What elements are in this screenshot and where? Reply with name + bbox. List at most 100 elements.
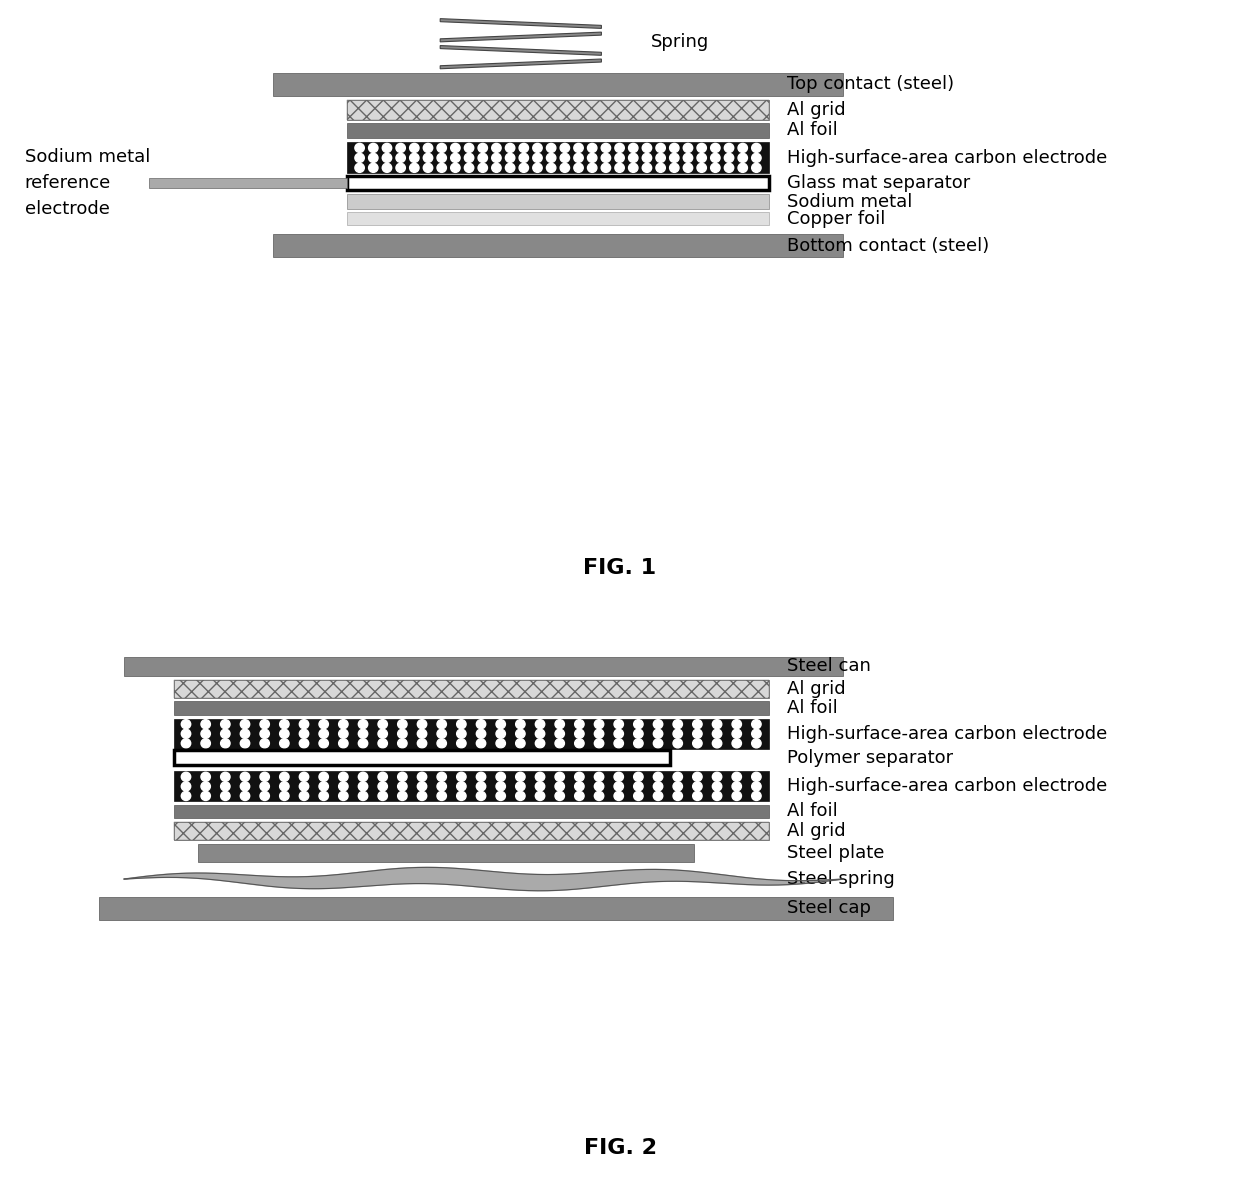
- Circle shape: [418, 720, 427, 728]
- Circle shape: [339, 720, 348, 728]
- Circle shape: [533, 164, 542, 172]
- Circle shape: [594, 730, 604, 738]
- Bar: [347, 123, 769, 138]
- Text: FIG. 1: FIG. 1: [584, 559, 656, 578]
- Circle shape: [516, 782, 525, 791]
- Circle shape: [241, 720, 249, 728]
- Bar: [347, 100, 769, 120]
- Circle shape: [751, 792, 761, 800]
- Circle shape: [319, 730, 329, 738]
- Circle shape: [614, 730, 624, 738]
- Circle shape: [476, 739, 486, 748]
- Circle shape: [319, 782, 329, 791]
- Circle shape: [201, 720, 211, 728]
- Circle shape: [506, 144, 515, 152]
- Text: Al grid: Al grid: [787, 100, 846, 118]
- Circle shape: [656, 153, 666, 163]
- Circle shape: [260, 782, 269, 791]
- Text: FIG. 2: FIG. 2: [584, 1139, 656, 1158]
- Circle shape: [464, 144, 474, 152]
- Circle shape: [492, 153, 501, 163]
- Circle shape: [693, 739, 702, 748]
- Circle shape: [601, 164, 610, 172]
- Circle shape: [520, 144, 528, 152]
- Circle shape: [732, 720, 742, 728]
- Circle shape: [588, 164, 596, 172]
- Circle shape: [339, 773, 348, 781]
- Text: Sodium metal: Sodium metal: [787, 193, 913, 210]
- Circle shape: [241, 773, 249, 781]
- Circle shape: [673, 739, 682, 748]
- Circle shape: [423, 144, 433, 152]
- Circle shape: [382, 164, 392, 172]
- Circle shape: [260, 720, 269, 728]
- Polygon shape: [440, 45, 601, 55]
- Circle shape: [601, 144, 610, 152]
- Circle shape: [533, 144, 542, 152]
- Circle shape: [547, 164, 556, 172]
- Circle shape: [396, 164, 405, 172]
- Circle shape: [516, 773, 525, 781]
- Circle shape: [201, 739, 211, 748]
- Circle shape: [358, 720, 368, 728]
- Circle shape: [556, 782, 564, 791]
- Circle shape: [614, 739, 624, 748]
- Circle shape: [221, 773, 231, 781]
- Circle shape: [436, 730, 446, 738]
- Circle shape: [358, 739, 368, 748]
- Circle shape: [516, 739, 525, 748]
- Circle shape: [594, 773, 604, 781]
- Circle shape: [201, 773, 211, 781]
- Circle shape: [536, 792, 544, 800]
- Circle shape: [319, 792, 329, 800]
- Text: Sodium metal: Sodium metal: [25, 147, 150, 166]
- Circle shape: [614, 773, 624, 781]
- Circle shape: [398, 773, 407, 781]
- Circle shape: [556, 730, 564, 738]
- Circle shape: [339, 782, 348, 791]
- Circle shape: [614, 782, 624, 791]
- Circle shape: [378, 773, 387, 781]
- Circle shape: [574, 144, 583, 152]
- Circle shape: [533, 153, 542, 163]
- Circle shape: [556, 792, 564, 800]
- Circle shape: [496, 730, 506, 738]
- Circle shape: [241, 792, 249, 800]
- Circle shape: [221, 792, 231, 800]
- Circle shape: [520, 153, 528, 163]
- Circle shape: [398, 792, 407, 800]
- Circle shape: [358, 773, 368, 781]
- Text: Steel spring: Steel spring: [787, 869, 895, 889]
- Circle shape: [556, 773, 564, 781]
- Circle shape: [594, 782, 604, 791]
- Circle shape: [653, 720, 662, 728]
- Text: Al grid: Al grid: [787, 822, 846, 841]
- Circle shape: [642, 164, 652, 172]
- Polygon shape: [124, 867, 843, 891]
- Circle shape: [339, 730, 348, 738]
- Circle shape: [181, 720, 191, 728]
- Text: Steel cap: Steel cap: [787, 899, 872, 917]
- Circle shape: [712, 773, 722, 781]
- Circle shape: [656, 144, 666, 152]
- Bar: [347, 213, 769, 225]
- Circle shape: [683, 144, 693, 152]
- Circle shape: [409, 164, 419, 172]
- Circle shape: [358, 730, 368, 738]
- Circle shape: [299, 792, 309, 800]
- Circle shape: [368, 144, 378, 152]
- Circle shape: [712, 730, 722, 738]
- Circle shape: [642, 144, 652, 152]
- Circle shape: [378, 782, 387, 791]
- Circle shape: [456, 730, 466, 738]
- Circle shape: [556, 720, 564, 728]
- Text: Al foil: Al foil: [787, 121, 838, 140]
- Circle shape: [476, 720, 486, 728]
- Circle shape: [536, 730, 544, 738]
- Circle shape: [693, 773, 702, 781]
- Circle shape: [642, 153, 652, 163]
- Circle shape: [476, 782, 486, 791]
- Circle shape: [712, 720, 722, 728]
- Circle shape: [436, 782, 446, 791]
- Circle shape: [670, 153, 680, 163]
